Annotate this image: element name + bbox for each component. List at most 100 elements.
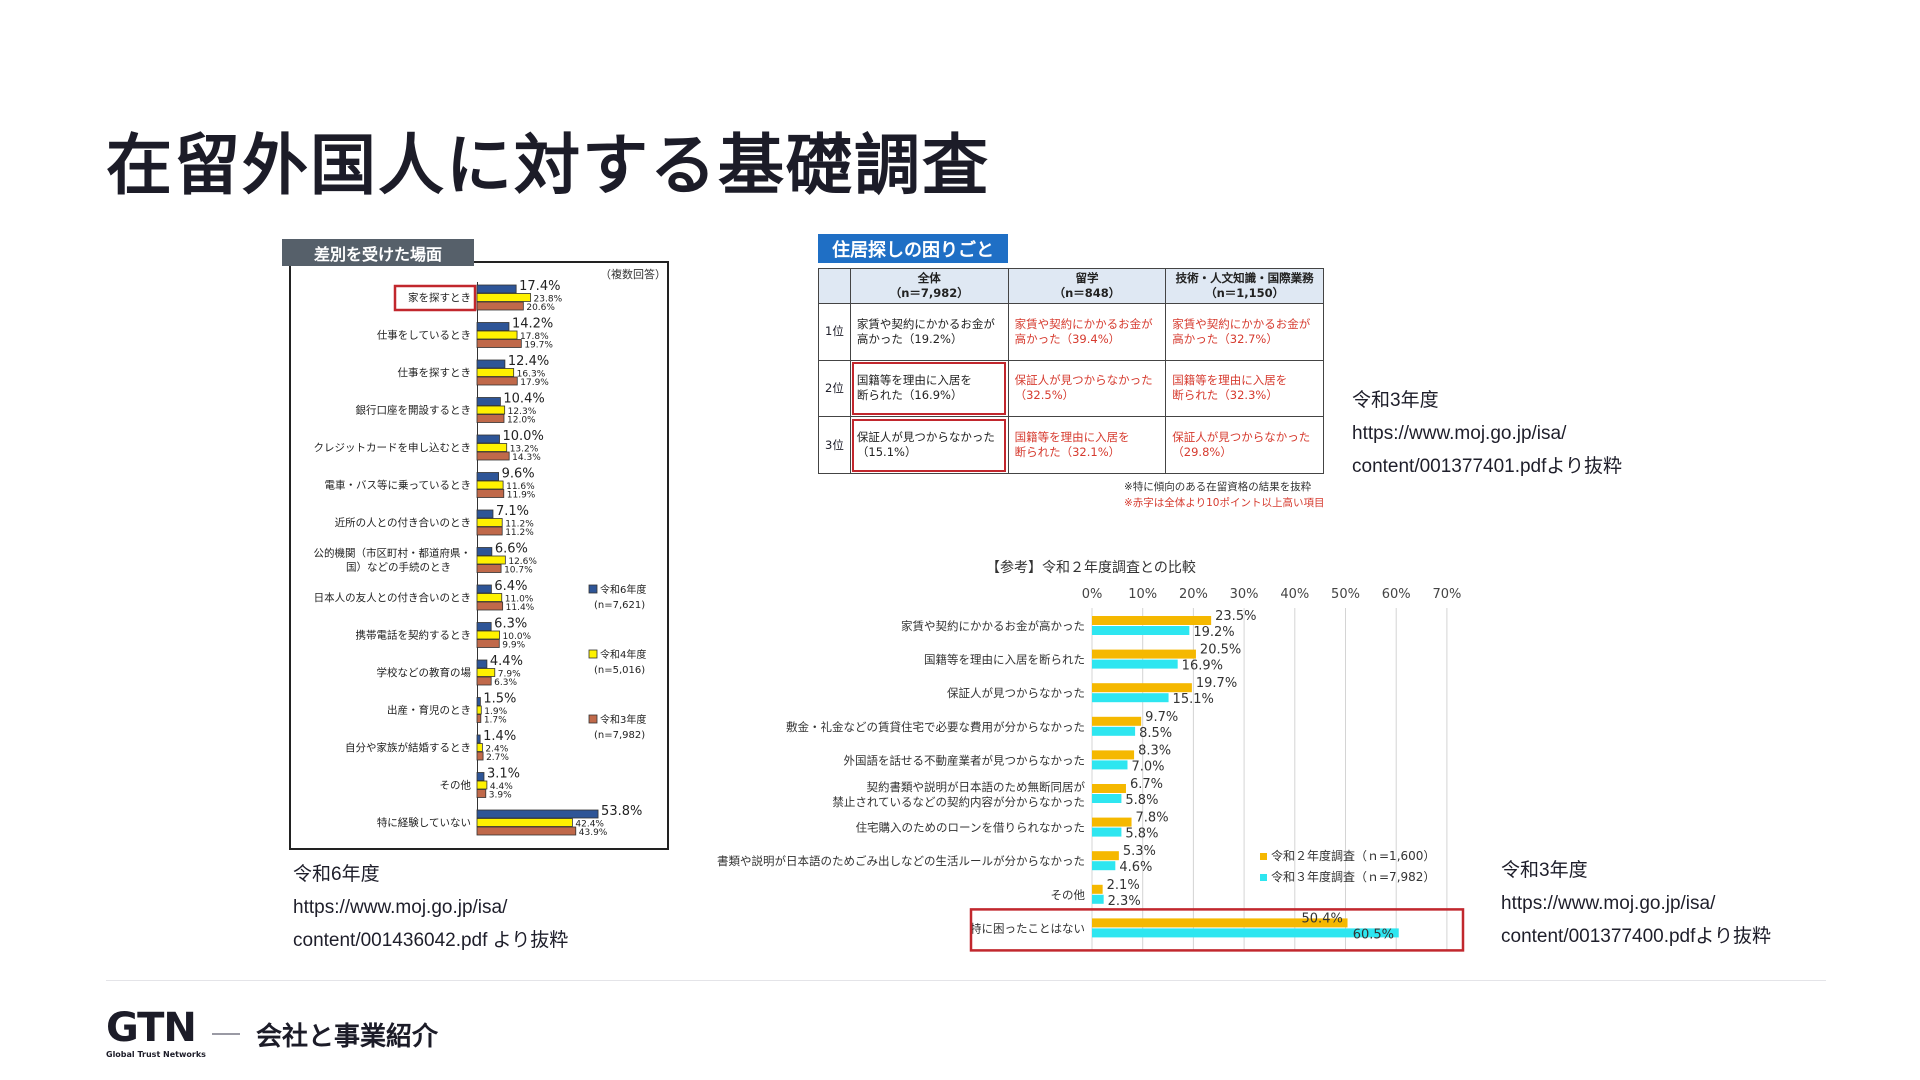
- tick-label: 60%: [1382, 587, 1411, 602]
- data-label: 12.4%: [508, 354, 549, 369]
- data-label: 11.6%: [506, 482, 535, 492]
- data-label: 5.3%: [1123, 844, 1156, 859]
- bar: [476, 593, 503, 602]
- cell-line: 断られた（16.9%）: [856, 388, 963, 403]
- data-label: 5.8%: [1125, 793, 1158, 808]
- table-row: 2位 国籍等を理由に入居を 断られた（16.9%） 保証人が見つからなかった （32…: [818, 359, 1324, 418]
- bar: [476, 434, 500, 444]
- table-cell: 国籍等を理由に入居を 断られた（32.3%）: [1165, 359, 1324, 418]
- bar: [476, 697, 481, 706]
- bar: [476, 809, 599, 819]
- bar: [476, 322, 510, 331]
- bar: [476, 789, 487, 798]
- data-label: 12.3%: [508, 407, 537, 417]
- data-label: 12.0%: [507, 416, 536, 426]
- header-line: （n＝1,150）: [1205, 286, 1285, 300]
- table-note: ※特に傾向のある在留資格の結果を抜粋: [1124, 481, 1312, 493]
- data-label: 4.4%: [490, 654, 523, 669]
- bar: [476, 668, 496, 677]
- table-note: ※赤字は全体より10ポイント以上高い項目: [1124, 497, 1325, 509]
- category-label: 禁止されているなどの契約内容が分からなかった: [832, 795, 1085, 809]
- data-label: 11.4%: [506, 603, 535, 613]
- data-label: 53.8%: [601, 804, 642, 819]
- bar: [476, 405, 506, 415]
- legend-swatch: [1260, 853, 1267, 860]
- table-cell: 家賃や契約にかかるお金が 高かった（32.7%）: [1165, 303, 1324, 361]
- data-label: 7.8%: [1136, 811, 1169, 826]
- category-label: 特に困ったことはない: [970, 921, 1085, 935]
- bar: [476, 780, 488, 790]
- bar: [476, 480, 504, 490]
- data-label: 4.4%: [490, 782, 513, 792]
- section-title: 会社と事業紹介: [256, 1022, 439, 1052]
- data-label: 19.2%: [1193, 625, 1234, 640]
- cell-line: 高かった（39.4%）: [1014, 331, 1121, 346]
- category-label: 国籍等を理由に入居を断られた: [924, 653, 1085, 667]
- cell-line: 家賃や契約にかかるお金が: [1014, 316, 1153, 331]
- bar: [1092, 626, 1190, 635]
- bar: [476, 526, 503, 536]
- category-label: 仕事をしているとき: [377, 329, 471, 342]
- data-label: 6.6%: [495, 542, 528, 557]
- bar: [476, 601, 504, 611]
- bar: [1092, 683, 1192, 693]
- data-label: 1.4%: [483, 729, 516, 744]
- legend-swatch: [588, 584, 598, 594]
- data-label: 3.1%: [487, 767, 520, 782]
- category-label: 仕事を探すとき: [398, 366, 472, 379]
- category-label: 特に経験していない: [377, 816, 471, 829]
- cell-line: 家賃や契約にかかるお金が: [1172, 316, 1311, 331]
- category-label: 公的機関（市区町村・都道府県・: [314, 547, 472, 560]
- bar: [476, 639, 500, 648]
- bar: [476, 489, 505, 498]
- data-label: 11.0%: [505, 595, 534, 605]
- bar: [1092, 716, 1142, 726]
- bar: [1092, 894, 1104, 904]
- bar: [476, 622, 492, 631]
- caption-line: https://www.moj.go.jp/isa/: [1501, 893, 1716, 914]
- bar: [476, 714, 482, 723]
- data-label: 1.5%: [483, 692, 516, 707]
- data-label: 23.8%: [534, 295, 563, 305]
- footer-divider: [106, 980, 1826, 981]
- data-label: 6.4%: [494, 579, 527, 594]
- data-label: 16.9%: [1182, 659, 1223, 674]
- legend-swatch: [588, 714, 598, 724]
- bar: [476, 301, 524, 311]
- table-cell: 家賃や契約にかかるお金が 高かった（39.4%）: [1007, 303, 1167, 361]
- data-label: 5.8%: [1125, 827, 1158, 842]
- bar: [476, 630, 500, 640]
- data-label: 4.6%: [1119, 860, 1152, 875]
- data-label: 8.3%: [1138, 743, 1171, 758]
- cell-line: 断られた（32.3%）: [1172, 388, 1278, 403]
- data-label: 2.7%: [486, 753, 509, 763]
- category-label: 敷金・礼金などの賃貸住宅で必要な費用が分からなかった: [786, 720, 1085, 734]
- data-label: 1.9%: [484, 707, 507, 717]
- bar: [1092, 884, 1103, 894]
- data-label: 8.5%: [1139, 726, 1172, 741]
- header-line: 技術・人文知識・国際業務: [1175, 271, 1314, 285]
- data-label: 11.2%: [505, 528, 534, 538]
- bar: [476, 555, 506, 565]
- table-corner-cell: [818, 268, 851, 304]
- cell-line: 国籍等を理由に入居を: [1172, 373, 1288, 388]
- data-label: 11.9%: [507, 491, 536, 501]
- rank-cell: 2位: [818, 359, 851, 418]
- category-label: 家賃や契約にかかるお金が高かった: [901, 619, 1085, 633]
- data-label: 43.9%: [579, 828, 608, 838]
- bar: [1092, 794, 1122, 803]
- category-label: 外国語を話せる不動産業者が見つからなかった: [844, 753, 1086, 767]
- data-label: 10.0%: [503, 429, 544, 444]
- caption-line: https://www.moj.go.jp/isa/: [293, 897, 508, 918]
- table-row: 1位 家賃や契約にかかるお金が 高かった（19.2%） 家賃や契約にかかるお金が高…: [818, 303, 1324, 361]
- category-label: 家を探すとき: [408, 291, 471, 304]
- bar: [476, 284, 517, 294]
- bar: [476, 584, 492, 594]
- data-label: 2.4%: [485, 745, 508, 755]
- bar: [476, 564, 502, 573]
- rank-cell: 1位: [818, 303, 851, 361]
- data-label: 12.6%: [508, 557, 537, 567]
- category-label: その他: [440, 779, 472, 792]
- bar: [476, 743, 483, 752]
- bar: [1092, 817, 1132, 827]
